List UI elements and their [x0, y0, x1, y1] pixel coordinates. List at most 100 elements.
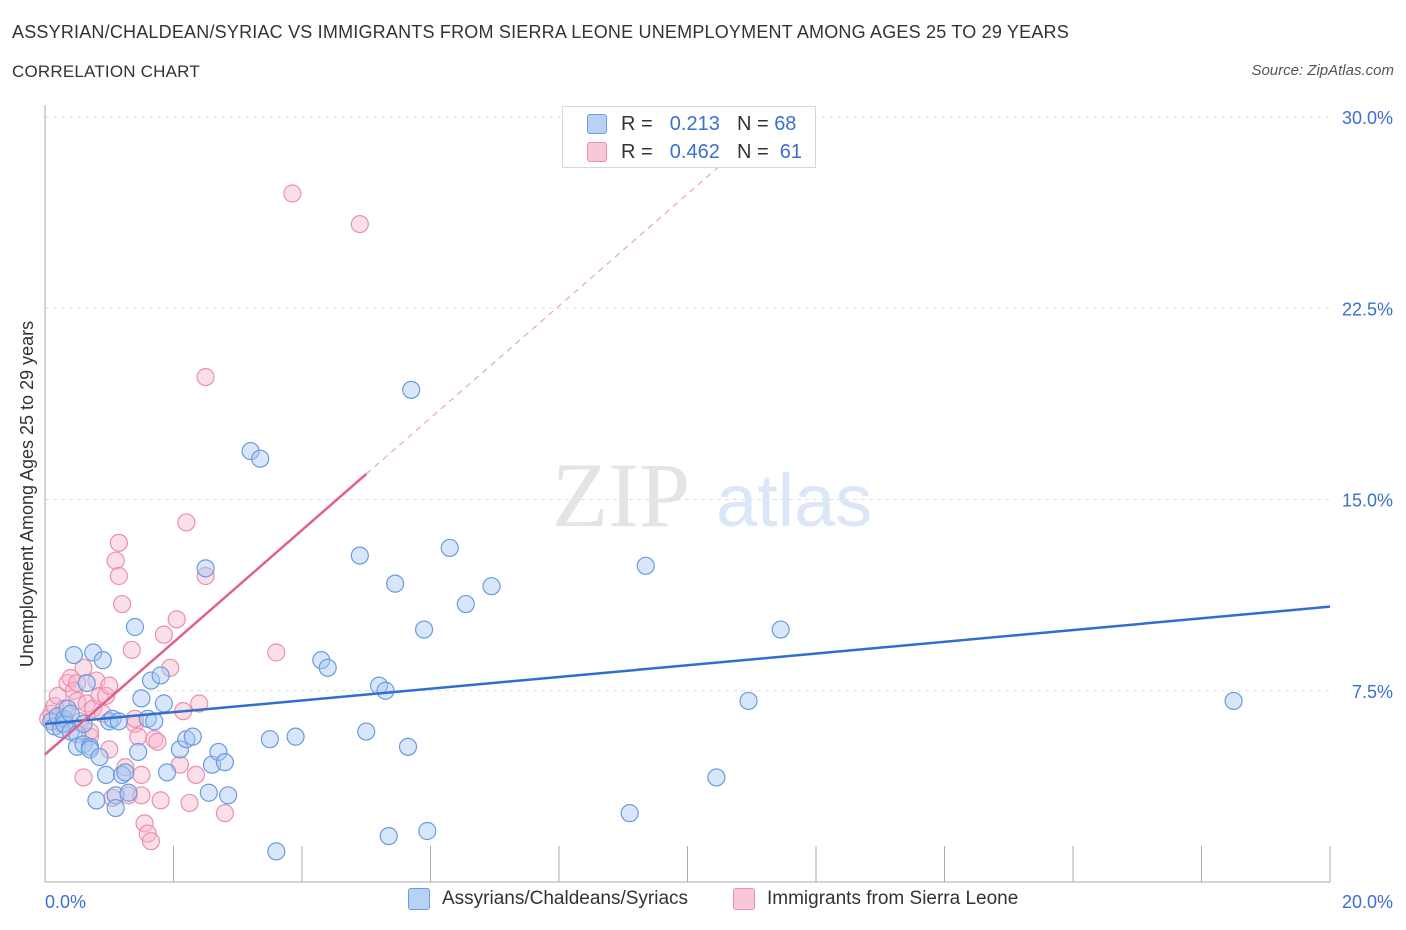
assyrian-point — [64, 645, 84, 665]
assyrian-point — [357, 722, 376, 741]
series-assyrian-points — [42, 380, 1243, 861]
source-label: Source: ZipAtlas.com — [1251, 62, 1394, 79]
sierra-leone-point — [154, 625, 173, 644]
assyrian-point — [707, 768, 726, 787]
assyrian-point — [376, 681, 395, 700]
x-tick-label-max: 20.0% — [1342, 892, 1393, 912]
bottom-legend-item-sierra-leone[interactable]: Immigrants from Sierra Leone — [733, 888, 1018, 910]
assyrian-point — [350, 546, 369, 565]
assyrian-point — [87, 791, 106, 810]
sierra-leone-point — [267, 643, 286, 662]
assyrian-point — [154, 694, 173, 713]
assyrian-point — [398, 737, 418, 756]
sierra-leone-point — [283, 184, 302, 203]
assyrian-point — [260, 730, 279, 749]
assyrian-point — [58, 699, 77, 718]
sierra-leone-point — [129, 727, 148, 746]
sierra-leone-point — [215, 804, 234, 823]
sierra-leone-point — [186, 765, 206, 785]
assyrian-trend-line — [44, 605, 1331, 726]
watermark-atlas: atlas — [716, 459, 872, 542]
sierra-leone-point — [122, 640, 141, 660]
assyrian-point — [286, 727, 305, 746]
bottom-legend-item-assyrian[interactable]: Assyrians/Chaldeans/Syriacs — [408, 888, 688, 910]
y-tick-label: 30.0% — [1342, 108, 1393, 128]
assyrian-point — [116, 763, 135, 782]
legend-r-label: R = — [621, 112, 653, 135]
y-axis-label: Unemployment Among Ages 25 to 29 years — [17, 321, 37, 667]
assyrian-point — [74, 714, 93, 734]
chart-title: ASSYRIAN/CHALDEAN/SYRIAC VS IMMIGRANTS F… — [12, 22, 1069, 42]
sierra-leone-point — [141, 832, 161, 851]
legend-swatch-pink — [587, 142, 607, 162]
sierra-leone-point — [148, 732, 167, 751]
assyrian-point — [219, 786, 238, 805]
assyrian-point — [170, 740, 190, 759]
assyrian-point — [106, 798, 125, 818]
bottom-legend-label-sierra-leone: Immigrants from Sierra Leone — [767, 888, 1019, 909]
assyrian-point — [132, 689, 151, 708]
assyrian-point — [402, 380, 421, 399]
x-tick-label-min: 0.0% — [45, 892, 86, 912]
sierra-leone-point — [196, 566, 215, 586]
assyrian-point — [771, 620, 790, 639]
watermark: ZIP atlas — [552, 444, 872, 546]
bottom-legend-label-assyrian: Assyrians/Chaldeans/Syriacs — [442, 888, 689, 909]
bottom-legend-swatch-blue — [408, 888, 430, 910]
assyrian-point — [80, 740, 100, 759]
sierra-leone-point — [100, 676, 119, 695]
assyrian-point — [414, 620, 434, 639]
sierra-leone-trend-line — [44, 473, 368, 756]
bottom-legend: Assyrians/Chaldeans/Syriacs Immigrants f… — [0, 888, 1406, 916]
legend-r-value-blue: 0.213 — [669, 112, 720, 135]
y-tick-label: 7.5% — [1352, 682, 1393, 702]
sierra-leone-point — [132, 765, 151, 785]
axes — [44, 105, 1331, 883]
assyrian-point — [267, 842, 286, 861]
assyrian-point — [251, 449, 270, 468]
assyrian-point — [96, 765, 116, 785]
sierra-leone-point — [190, 694, 209, 713]
watermark-zip: ZIP — [552, 444, 690, 546]
sierra-leone-point — [106, 551, 125, 570]
assyrian-point — [199, 783, 218, 802]
assyrian-point — [196, 559, 215, 578]
legend-n-label: N = — [736, 140, 769, 163]
assyrian-point — [739, 691, 758, 711]
assyrian-point — [215, 753, 234, 772]
sierra-leone-point — [180, 793, 199, 813]
assyrian-point — [440, 538, 459, 558]
legend-r-value-pink: 0.462 — [669, 140, 720, 163]
assyrian-point — [418, 821, 437, 841]
assyrian-point — [77, 673, 96, 693]
assyrian-point — [386, 574, 405, 593]
assyrian-point — [241, 441, 260, 461]
sierra-leone-point — [109, 566, 128, 586]
sierra-leone-point — [151, 791, 170, 810]
assyrian-point — [119, 783, 138, 802]
sierra-leone-point — [350, 215, 369, 234]
legend-n-value-pink: 61 — [779, 140, 802, 163]
assyrian-point — [620, 804, 639, 823]
sierra-leone-point — [161, 658, 180, 677]
legend-row-assyrian: R = 0.213 N = 68 — [587, 112, 796, 136]
y-tick-label: 22.5% — [1342, 299, 1393, 319]
sierra-leone-point — [145, 730, 164, 749]
sierra-leone-point — [135, 814, 154, 833]
legend-n-label: N = — [736, 112, 769, 135]
sierra-leone-point — [68, 673, 87, 693]
assyrian-point — [379, 826, 398, 846]
sierra-leone-trend-extension — [365, 159, 727, 475]
grid-lines — [45, 116, 1330, 692]
assyrian-point — [636, 556, 655, 575]
trend-lines — [44, 159, 1331, 756]
assyrian-point — [125, 617, 145, 637]
assyrian-point — [151, 666, 170, 685]
bottom-legend-swatch-pink — [733, 888, 755, 910]
correlation-legend: R = 0.213 N = 68 R = 0.462 N = 61 — [562, 106, 816, 168]
assyrian-point — [209, 742, 228, 762]
assyrian-point — [482, 577, 501, 596]
sierra-leone-point — [177, 513, 196, 532]
sierra-leone-point — [112, 594, 132, 614]
